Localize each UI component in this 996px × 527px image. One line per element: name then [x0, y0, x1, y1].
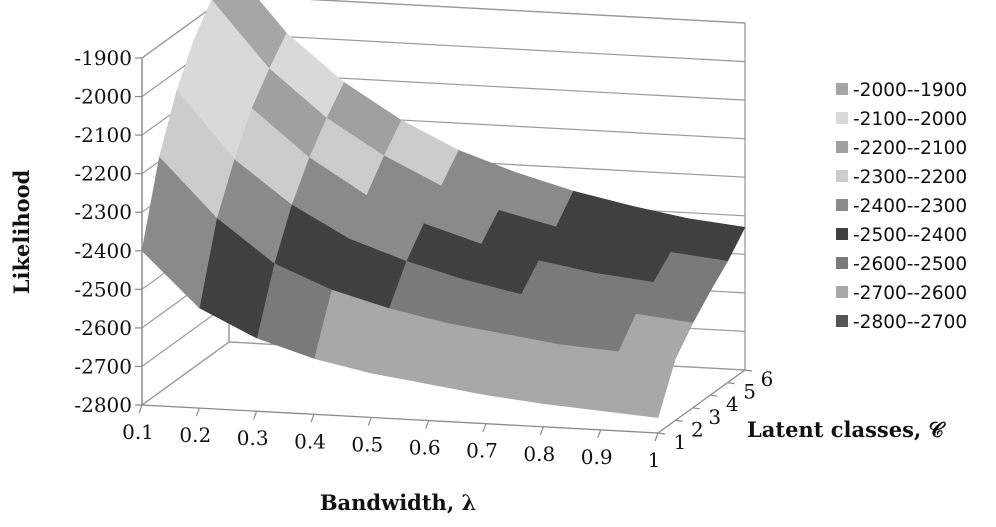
x-tick-label: 0.4 — [294, 429, 326, 453]
x-tick-mark — [253, 411, 258, 420]
z-tick-label: -2000 — [74, 85, 132, 109]
legend-label: -2000--1900 — [853, 80, 967, 101]
x-tick-label: 0.7 — [466, 439, 498, 463]
x-tick-label: 0.2 — [179, 423, 211, 447]
y-tick-mark — [675, 419, 683, 422]
legend-label: -2700--2600 — [853, 283, 967, 304]
x-axis-line — [141, 404, 659, 434]
z-tick-label: -2500 — [74, 277, 132, 301]
x-tick-label: 0.1 — [122, 420, 154, 444]
legend-label: -2400--2300 — [853, 196, 967, 217]
z-axis-title: Likelihood — [9, 169, 34, 294]
legend-swatch — [836, 315, 848, 327]
x-tick-mark — [597, 429, 602, 439]
x-tick-mark — [310, 414, 315, 423]
y-tick-mark — [744, 369, 753, 372]
y-axis-line — [657, 369, 746, 434]
legend-swatch — [836, 199, 848, 211]
z-tick-label: -2700 — [74, 354, 132, 378]
x-axis-title: Bandwidth, λ — [320, 490, 476, 515]
y-tick-label: 3 — [708, 405, 721, 429]
z-tick-label: -2600 — [74, 316, 132, 340]
x-tick-mark — [195, 407, 200, 417]
surface-plot — [141, 0, 746, 418]
y-tick-label: 1 — [674, 430, 687, 454]
x-tick-label: 0.9 — [581, 445, 613, 469]
y-axis-title: Latent classes, 𝒞 — [747, 417, 947, 442]
legend-swatch — [836, 257, 848, 269]
x-tick-label: 0.3 — [237, 426, 269, 450]
y-tick-label: 4 — [726, 392, 739, 416]
chart-axes — [135, 57, 753, 442]
legend-label: -2800--2700 — [853, 312, 967, 333]
x-tick-mark — [482, 423, 487, 432]
z-tick-label: -2300 — [74, 200, 132, 224]
x-tick-mark — [367, 417, 372, 426]
legend-swatch — [836, 286, 848, 298]
z-tick-label: -1900 — [74, 46, 132, 70]
y-tick-label: 5 — [743, 380, 756, 404]
y-tick-mark — [692, 407, 700, 410]
legend-swatch — [836, 112, 848, 124]
surface-facet — [141, 156, 217, 309]
x-tick-label: 1 — [648, 448, 661, 472]
legend-label: -2200--2100 — [853, 138, 967, 159]
legend-label: -2600--2500 — [853, 254, 967, 275]
legend-swatch — [836, 228, 848, 240]
z-tick-label: -2800 — [74, 393, 132, 417]
legend-swatch — [836, 141, 848, 153]
y-tick-mark — [727, 382, 735, 385]
legend-swatch — [836, 83, 848, 95]
x-tick-label: 0.8 — [523, 442, 555, 466]
legend-label: -2300--2200 — [853, 167, 967, 188]
z-tick-label: -2200 — [74, 162, 132, 186]
chart-tick-labels: -2800 -2700 -2600 -2500 -2400 -2300 -2200 -2100… — [74, 46, 773, 472]
x-tick-mark — [138, 404, 143, 414]
z-tick-label: -2100 — [74, 123, 132, 147]
x-tick-mark — [539, 426, 544, 435]
x-tick-mark — [425, 420, 430, 429]
chart-legend: -2000--1900 -2100--2000 -2200--2100 -2300--… — [836, 80, 967, 333]
legend-label: -2500--2400 — [853, 225, 967, 246]
legend-swatch — [836, 170, 848, 182]
z-tick-label: -2400 — [74, 239, 132, 263]
x-tick-mark — [654, 432, 659, 442]
y-tick-mark — [710, 394, 718, 397]
gridline — [141, 0, 746, 59]
legend-label: -2100--2000 — [853, 109, 967, 130]
y-tick-label: 2 — [691, 417, 704, 441]
x-tick-label: 0.6 — [409, 436, 441, 460]
y-tick-label: 6 — [761, 367, 774, 391]
y-tick-mark — [657, 432, 666, 435]
x-tick-label: 0.5 — [351, 432, 383, 456]
